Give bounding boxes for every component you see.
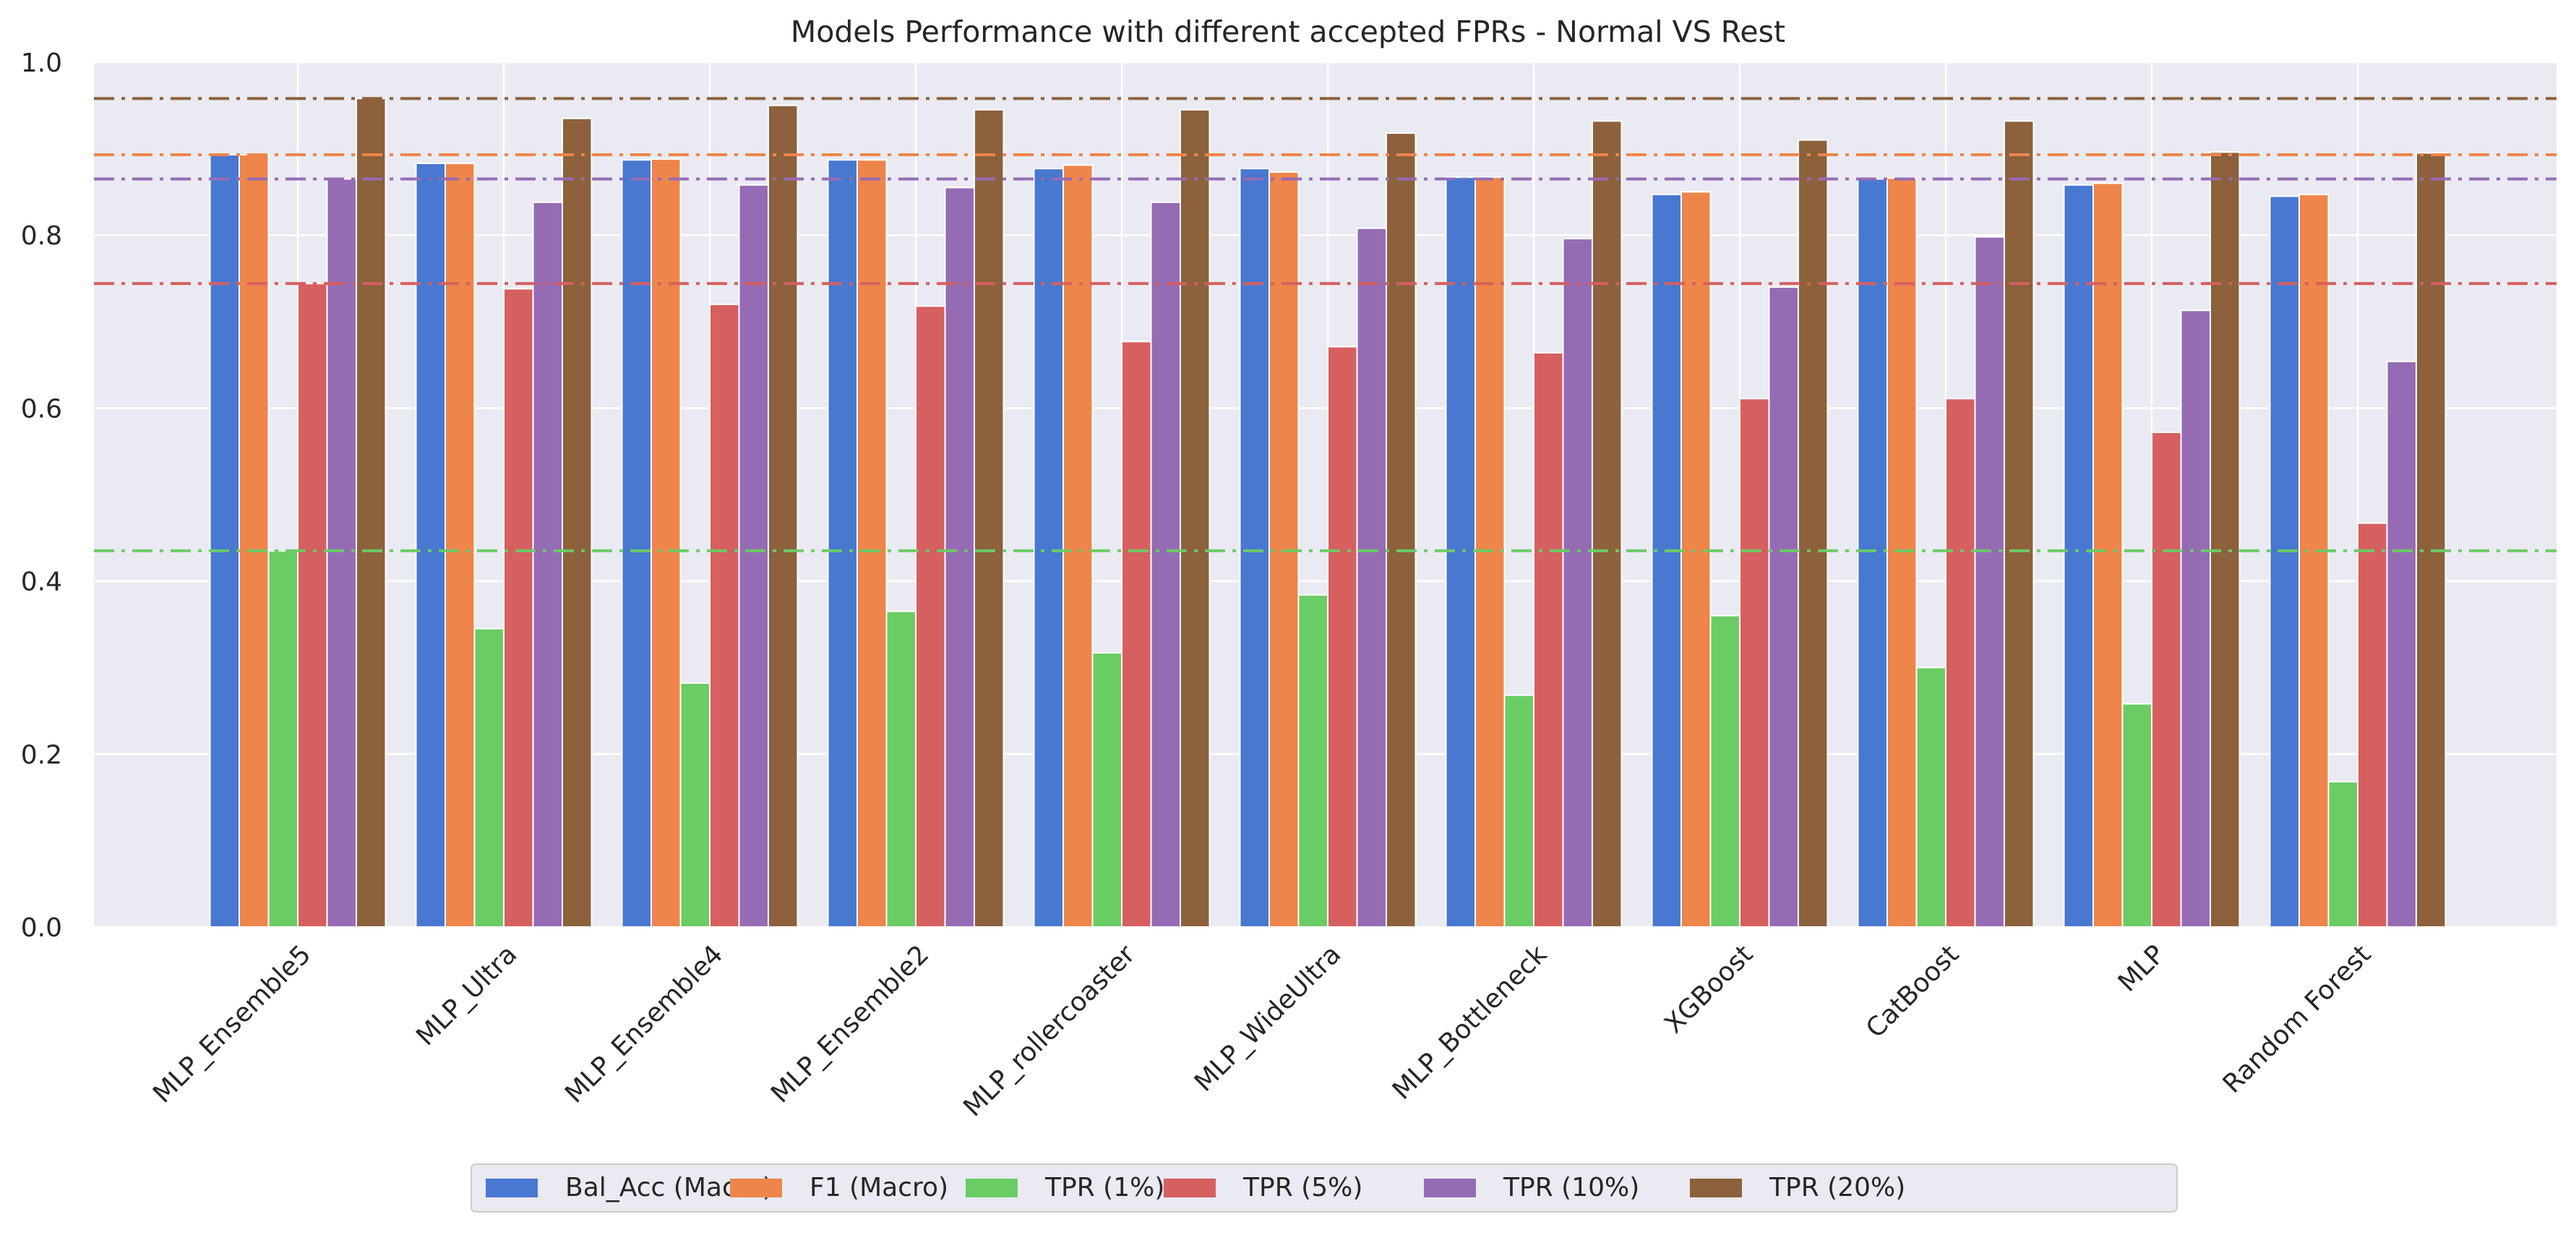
bar-tpr-20-random-forest	[2416, 152, 2447, 928]
bar-tpr-20-mlp-rollercoaster	[1180, 108, 1211, 928]
bar-tpr-20-mlp-ensemble2	[974, 108, 1005, 928]
y-tick-label: 0.6	[21, 394, 62, 424]
bar-tpr-1-catboost	[1915, 667, 1946, 928]
bar-tpr-20-mlp	[2210, 151, 2241, 928]
x-tick-label: MLP_Ensemble4	[559, 939, 729, 1108]
x-tick-label: MLP	[2113, 939, 2171, 997]
y-axis-ticks: 0.0 0.2 0.4 0.6 0.8 1.0	[21, 48, 62, 943]
bar-bal-acc-macro-xgboost	[1651, 193, 1682, 928]
bar-tpr-5-mlp-ensemble5	[297, 283, 328, 928]
bar-tpr-5-mlp-bottleneck	[1533, 351, 1564, 928]
bar-tpr-1-mlp	[2121, 703, 2152, 928]
bar-f1-macro-catboost	[1886, 177, 1918, 928]
bar-tpr-10-random-forest	[2386, 360, 2417, 928]
bar-tpr-1-mlp-ultra	[473, 628, 505, 928]
legend-swatch	[1164, 1179, 1216, 1197]
y-tick-label: 0.0	[21, 913, 62, 943]
bar-f1-macro-mlp-ensemble5	[239, 153, 270, 928]
reference-lines	[94, 97, 2556, 552]
bar-bal-acc-macro-mlp-ensemble5	[209, 153, 240, 928]
legend-label: TPR (1%)	[1044, 1173, 1164, 1202]
bar-tpr-10-mlp-rollercoaster	[1150, 201, 1181, 928]
bar-bal-acc-macro-mlp-ensemble4	[621, 159, 652, 928]
bar-bal-acc-macro-catboost	[1857, 178, 1888, 928]
legend-label: TPR (5%)	[1242, 1173, 1362, 1202]
bar-bal-acc-macro-random-forest	[2269, 195, 2300, 928]
chart-title: Models Performance with different accept…	[791, 14, 1785, 49]
legend-swatch	[1424, 1179, 1476, 1197]
bar-tpr-5-mlp-rollercoaster	[1121, 341, 1152, 928]
y-tick-label: 0.4	[21, 568, 62, 597]
bar-f1-macro-mlp-ensemble2	[856, 159, 888, 928]
legend-swatch	[966, 1179, 1018, 1197]
bar-f1-macro-mlp-ensemble4	[651, 158, 682, 928]
bar-tpr-5-mlp-ultra	[503, 288, 534, 928]
bar-tpr-20-xgboost	[1798, 139, 1829, 928]
legend-swatch	[486, 1179, 538, 1197]
x-tick-label: CatBoost	[1860, 939, 1965, 1043]
bar-tpr-10-mlp-bottleneck	[1562, 237, 1593, 928]
bar-f1-macro-mlp-ultra	[445, 162, 476, 928]
bar-tpr-5-mlp	[2151, 431, 2182, 928]
bar-tpr-1-mlp-rollercoaster	[1091, 651, 1122, 928]
bar-tpr-20-mlp-ensemble4	[768, 104, 799, 928]
bar-tpr-10-mlp-ensemble2	[944, 187, 975, 928]
y-tick-label: 0.8	[21, 221, 62, 251]
bar-bal-acc-macro-mlp-ultra	[415, 162, 446, 928]
bar-tpr-10-catboost	[1974, 236, 2005, 928]
legend-label: TPR (10%)	[1503, 1173, 1639, 1202]
bar-tpr-1-mlp-wideultra	[1297, 594, 1328, 928]
bar-tpr-1-random-forest	[2327, 781, 2358, 928]
bar-tpr-10-xgboost	[1768, 286, 1799, 928]
bar-tpr-5-mlp-wideultra	[1327, 346, 1358, 928]
bar-f1-macro-mlp-rollercoaster	[1062, 164, 1094, 928]
bar-tpr-10-mlp	[2180, 309, 2211, 928]
bar-bal-acc-macro-mlp-wideultra	[1239, 168, 1270, 928]
bar-tpr-20-mlp-bottleneck	[1592, 120, 1623, 928]
bar-tpr-5-random-forest	[2357, 522, 2388, 928]
x-tick-label: MLP_Ultra	[411, 939, 523, 1051]
bar-tpr-1-mlp-ensemble5	[267, 550, 299, 928]
bar-bal-acc-macro-mlp	[2063, 184, 2094, 928]
y-tick-label: 1.0	[21, 48, 62, 78]
x-tick-label: MLP_Ensemble5	[147, 939, 317, 1108]
legend-swatch	[730, 1179, 782, 1197]
legend: Bal_Acc (Macro) F1 (Macro) TPR (1%) TPR (5%…	[471, 1163, 2178, 1213]
bar-tpr-5-catboost	[1945, 398, 1976, 928]
bar-tpr-1-mlp-ensemble2	[885, 610, 916, 928]
legend-swatch	[1690, 1179, 1742, 1197]
bar-tpr-5-mlp-ensemble2	[915, 305, 946, 928]
bar-tpr-20-mlp-ensemble5	[356, 98, 387, 928]
bars	[209, 98, 2447, 928]
bar-bal-acc-macro-mlp-ensemble2	[827, 159, 858, 928]
bar-f1-macro-xgboost	[1680, 191, 1712, 928]
bar-tpr-10-mlp-ensemble5	[326, 178, 357, 928]
bar-tpr-5-xgboost	[1739, 398, 1770, 928]
x-axis-ticks: MLP_Ensemble5 MLP_Ultra MLP_Ensemble4 MLP_E…	[147, 939, 2377, 1122]
bar-tpr-1-mlp-ensemble4	[679, 682, 710, 928]
bar-tpr-5-mlp-ensemble4	[709, 303, 740, 928]
legend-label: F1 (Macro)	[810, 1173, 948, 1202]
bar-tpr-20-mlp-ultra	[562, 117, 593, 928]
bar-tpr-1-xgboost	[1709, 615, 1740, 928]
legend-label: TPR (20%)	[1769, 1173, 1905, 1202]
y-tick-label: 0.2	[21, 740, 62, 770]
bar-tpr-1-mlp-bottleneck	[1503, 694, 1534, 928]
bar-tpr-10-mlp-ensemble4	[738, 184, 769, 928]
x-tick-label: MLP_Ensemble2	[765, 939, 935, 1108]
x-tick-label: Random Forest	[2217, 939, 2377, 1099]
bar-tpr-10-mlp-ultra	[532, 201, 563, 928]
bar-f1-macro-random-forest	[2298, 193, 2330, 928]
bar-tpr-10-mlp-wideultra	[1356, 227, 1387, 928]
bar-f1-macro-mlp	[2092, 182, 2124, 928]
x-tick-label: MLP_WideUltra	[1189, 939, 1347, 1097]
bar-tpr-20-catboost	[2004, 120, 2035, 928]
x-tick-label: MLP_rollercoaster	[958, 939, 1141, 1122]
bar-tpr-20-mlp-wideultra	[1386, 132, 1417, 928]
x-tick-label: XGBoost	[1659, 939, 1759, 1039]
x-tick-label: MLP_Bottleneck	[1387, 939, 1553, 1106]
legend-frame	[471, 1163, 2178, 1213]
